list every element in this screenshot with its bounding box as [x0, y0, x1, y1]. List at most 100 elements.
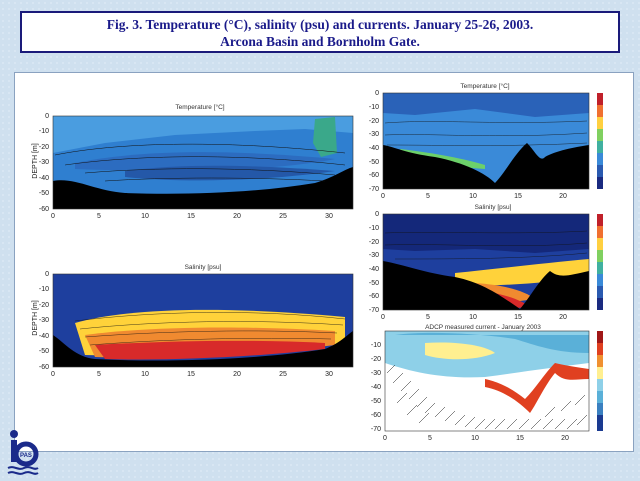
right-salinity-colorbar [597, 214, 603, 310]
figure-title-line2: Arcona Basin and Bornholm Gate. [220, 34, 420, 49]
left-temperature-title: Temperature [°C] [175, 103, 224, 111]
y-tick-label: 0 [375, 90, 379, 97]
y-tick-label: -40 [369, 266, 379, 273]
y-tick-label: -70 [371, 426, 381, 433]
colorbar-swatch [597, 379, 603, 391]
y-tick-label: -60 [39, 206, 49, 213]
x-tick-label: 5 [426, 193, 430, 200]
colorbar-swatch [597, 238, 603, 250]
left-temperature-ylabel: DEPTH [m] [32, 143, 39, 178]
colorbar-swatch [597, 93, 603, 105]
right-salinity-saline-layer [475, 283, 535, 303]
right-currents-title: ADCP measured current - January 2003 [425, 324, 541, 331]
colorbar-swatch [597, 250, 603, 262]
y-tick-label: 0 [375, 211, 379, 218]
right-salinity-surface [383, 214, 589, 253]
y-tick-label: -40 [369, 145, 379, 152]
y-tick-label: -70 [369, 307, 379, 314]
right-currents-hatch [386, 364, 588, 430]
y-tick-label: -40 [39, 175, 49, 182]
right-salinity-seabed [383, 261, 589, 310]
left-salinity-frame [52, 273, 354, 368]
x-tick-label: 10 [469, 193, 477, 200]
y-tick-label: -50 [39, 348, 49, 355]
logo-text: PAS [20, 453, 32, 459]
x-tick-label: 25 [279, 213, 287, 220]
colorbar-swatch [597, 117, 603, 129]
colorbar-swatch [597, 153, 603, 165]
x-tick-label: 30 [325, 371, 333, 378]
left-salinity-x-ticks: 0 5 10 15 20 25 30 [51, 371, 333, 378]
y-tick-label: -10 [369, 104, 379, 111]
y-tick-label: -20 [39, 144, 49, 151]
right-currents-surface-flow [395, 332, 589, 353]
left-temperature-section: Temperature [°C] DEPTH [m] 0 -10 -20 -30… [32, 103, 354, 220]
right-currents-colorbar [597, 331, 603, 431]
right-currents-frame [384, 330, 590, 432]
y-tick-label: -50 [369, 159, 379, 166]
right-currents-yellow-patch [425, 342, 495, 360]
right-salinity-isolines [384, 230, 588, 260]
y-tick-label: -40 [39, 333, 49, 340]
right-currents-strong-flow [485, 363, 589, 413]
colorbar-swatch [597, 298, 603, 310]
y-tick-label: -30 [39, 159, 49, 166]
x-tick-label: 10 [471, 435, 479, 442]
x-tick-label: 0 [381, 314, 385, 321]
x-tick-label: 0 [381, 193, 385, 200]
x-tick-label: 5 [97, 371, 101, 378]
y-tick-label: -20 [369, 239, 379, 246]
y-tick-label: -30 [369, 252, 379, 259]
x-tick-label: 15 [187, 371, 195, 378]
left-temperature-warm-patch [313, 117, 337, 157]
y-tick-label: -40 [371, 384, 381, 391]
y-tick-label: -50 [39, 190, 49, 197]
x-tick-label: 15 [516, 435, 524, 442]
colorbar-swatch [597, 214, 603, 226]
left-temperature-mid-layer [75, 152, 335, 171]
x-tick-label: 25 [279, 371, 287, 378]
colorbar-swatch [597, 403, 603, 415]
y-tick-label: -30 [371, 370, 381, 377]
left-temperature-x-ticks: 0 5 10 15 20 25 30 [51, 213, 333, 220]
x-tick-label: 0 [383, 435, 387, 442]
colorbar-swatch [597, 177, 603, 189]
right-temperature-section: Temperature [°C] 0 [369, 82, 603, 200]
left-salinity-seabed [53, 331, 353, 367]
y-tick-label: -20 [369, 118, 379, 125]
institute-logo: PAS [6, 428, 40, 476]
colorbar-swatch [597, 355, 603, 367]
left-temperature-y-ticks: 0 -10 -20 -30 -40 -50 -60 [39, 113, 49, 213]
colorbar-swatch [597, 331, 603, 343]
x-tick-label: 20 [233, 371, 241, 378]
right-temperature-seabed [383, 143, 589, 189]
colorbar-swatch [597, 391, 603, 403]
x-tick-label: 15 [187, 213, 195, 220]
x-tick-label: 20 [233, 213, 241, 220]
x-tick-label: 5 [97, 213, 101, 220]
y-tick-label: 0 [45, 271, 49, 278]
figure-panel: Temperature [°C] DEPTH [m] 0 -10 -20 -30… [14, 72, 634, 452]
left-temperature-upper-layer [53, 116, 353, 153]
colorbar-swatch [597, 415, 603, 431]
y-tick-label: -20 [371, 356, 381, 363]
left-salinity-isolines [74, 312, 346, 346]
right-temperature-cold-surface [383, 93, 589, 117]
left-temperature-core [125, 165, 335, 181]
logo-dot-icon [10, 430, 18, 438]
y-tick-label: -70 [369, 186, 379, 193]
right-currents-y-ticks: -10 -20 -30 -40 -50 -60 -70 [371, 342, 381, 433]
x-tick-label: 10 [141, 371, 149, 378]
x-tick-label: 0 [51, 371, 55, 378]
y-tick-label: -20 [39, 302, 49, 309]
left-salinity-bottom-water [95, 340, 325, 360]
left-temperature-frame [52, 115, 354, 210]
y-tick-label: -60 [369, 293, 379, 300]
right-temperature-title: Temperature [°C] [460, 82, 509, 90]
colorbar-swatch [597, 286, 603, 298]
y-tick-label: -30 [39, 317, 49, 324]
colorbar-swatch [597, 165, 603, 177]
x-tick-label: 10 [141, 213, 149, 220]
x-tick-label: 20 [559, 314, 567, 321]
logo-wave-icon [7, 471, 39, 475]
